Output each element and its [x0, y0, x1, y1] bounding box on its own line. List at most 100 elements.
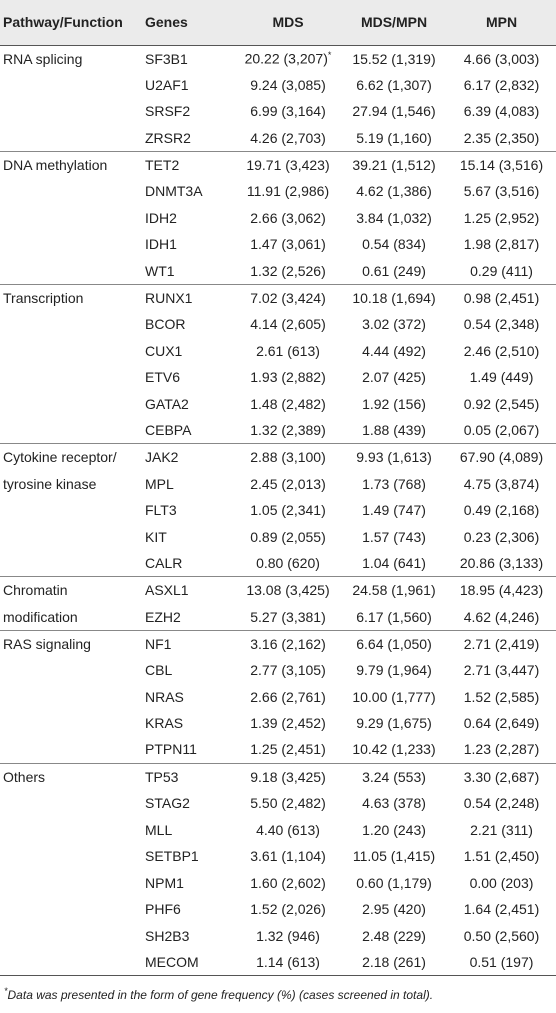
mds-cell: 1.52 (2,026)	[250, 901, 326, 918]
mpn-cell: 1.52 (2,585)	[463, 688, 540, 705]
table-row: Transcription RUNX1 7.02 (3,424) 10.18 (1,6…	[0, 283, 556, 311]
mds-mpn-cell: 3.84 (1,032)	[356, 209, 432, 226]
pathway-cell	[0, 311, 142, 338]
gene-cell: TP53	[142, 762, 235, 790]
table-row: RAS signaling NF1 3.16 (2,162) 6.64 (1,050)…	[0, 629, 556, 657]
mds-mpn-cell: 2.48 (229)	[362, 927, 426, 944]
mpn-cell: 1.49 (449)	[469, 369, 534, 386]
mds-cell: 20.22 (3,207)*	[244, 50, 332, 67]
mpn-cell: 2.71 (2,419)	[447, 629, 556, 657]
pathway-cell	[0, 417, 142, 444]
mds-mpn-cell: 1.88 (439)	[362, 422, 426, 439]
mds-mpn-cell: 3.24 (553)	[341, 762, 447, 790]
pathway-cell: RNA splicing	[3, 50, 83, 67]
mpn-cell: 6.39 (4,083)	[463, 103, 540, 120]
mds-mpn-cell: 6.17 (1,560)	[356, 608, 432, 625]
mds-cell: 1.32 (946)	[256, 927, 320, 944]
header-mds-mpn: MDS/MPN	[341, 0, 447, 46]
pathway-cell	[0, 524, 142, 551]
mds-cell: 2.77 (3,105)	[250, 661, 326, 678]
gene-cell: MLL	[145, 821, 173, 838]
table-row: ETV6 1.93 (2,882) 2.07 (425) 1.49 (449)	[0, 364, 556, 391]
table-row: PHF6 1.52 (2,026) 2.95 (420) 1.64 (2,451)	[0, 896, 556, 923]
footnote-marker: *	[4, 986, 8, 997]
mpn-cell: 0.50 (2,560)	[463, 927, 540, 944]
header-pathway: Pathway/Function	[0, 0, 142, 46]
mds-mpn-cell: 2.95 (420)	[362, 901, 426, 918]
gene-cell: SETBP1	[145, 848, 199, 865]
mds-mpn-cell: 11.05 (1,415)	[352, 848, 436, 865]
table-row: KIT 0.89 (2,055) 1.57 (743) 0.23 (2,306)	[0, 524, 556, 551]
mds-mpn-cell: 10.18 (1,694)	[341, 283, 447, 311]
gene-cell: DNMT3A	[145, 183, 203, 200]
table-row: STAG2 5.50 (2,482) 4.63 (378) 0.54 (2,248)	[0, 790, 556, 817]
pathway-cell	[0, 98, 142, 125]
mds-mpn-cell: 9.29 (1,675)	[356, 715, 432, 732]
mds-mpn-cell: 4.44 (492)	[362, 342, 426, 359]
gene-cell: IDH2	[145, 209, 177, 226]
table-row: tyrosine kinase MPL 2.45 (2,013) 1.73 (768)…	[0, 471, 556, 498]
header-mpn: MPN	[447, 0, 556, 46]
mds-cell: 1.32 (2,526)	[250, 262, 326, 279]
table-row: FLT3 1.05 (2,341) 1.49 (747) 0.49 (2,168)	[0, 497, 556, 524]
mds-cell: 2.88 (3,100)	[235, 443, 341, 471]
mpn-cell: 1.23 (2,287)	[463, 741, 540, 758]
mpn-cell: 1.51 (2,450)	[463, 848, 540, 865]
mds-cell: 0.89 (2,055)	[250, 528, 326, 545]
header-mds: MDS	[235, 0, 341, 46]
mpn-cell: 5.67 (3,516)	[463, 183, 540, 200]
mds-cell: 1.60 (2,602)	[250, 874, 326, 891]
mpn-cell: 2.46 (2,510)	[463, 342, 540, 359]
mds-mpn-cell: 27.94 (1,546)	[352, 103, 436, 120]
mpn-cell: 0.29 (411)	[470, 262, 533, 279]
pathway-cell: Cytokine receptor/	[0, 443, 142, 471]
mds-cell: 19.71 (3,423)	[235, 150, 341, 178]
pathway-cell: RAS signaling	[0, 629, 142, 657]
mds-cell: 2.66 (3,062)	[250, 209, 326, 226]
mpn-cell: 0.98 (2,451)	[447, 283, 556, 311]
table-row: DNA methylation TET2 19.71 (3,423) 39.21 (1…	[0, 150, 556, 178]
pathway-cell	[0, 550, 142, 577]
mds-cell: 5.27 (3,381)	[250, 608, 326, 625]
mds-cell: 6.99 (3,164)	[250, 103, 326, 120]
mds-mpn-cell: 3.02 (372)	[362, 316, 426, 333]
mds-cell: 1.48 (2,482)	[250, 396, 326, 413]
mpn-cell: 0.51 (197)	[447, 949, 556, 977]
pathway-cell: Transcription	[0, 283, 142, 311]
gene-cell: CBL	[145, 661, 173, 678]
mds-cell: 1.93 (2,882)	[250, 369, 326, 386]
mds-cell: 2.61 (613)	[256, 342, 320, 359]
mds-cell: 5.50 (2,482)	[250, 794, 326, 811]
mds-mpn-cell: 15.52 (1,319)	[352, 50, 436, 67]
mutation-frequency-table: Pathway/Function Genes MDS MDS/MPN MPN R…	[0, 0, 556, 977]
mds-cell: 4.40 (613)	[256, 821, 320, 838]
gene-cell: FLT3	[145, 502, 177, 519]
mds-cell: 13.08 (3,425)	[235, 576, 341, 604]
table-row: NRAS 2.66 (2,761) 10.00 (1,777) 1.52 (2,585…	[0, 683, 556, 710]
mpn-cell: 18.95 (4,423)	[447, 576, 556, 604]
table-row: IDH1 1.47 (3,061) 0.54 (834) 1.98 (2,817)	[0, 231, 556, 258]
gene-cell: NF1	[142, 629, 235, 657]
gene-cell: SRSF2	[145, 103, 191, 120]
table-row: CEBPA 1.32 (2,389) 1.88 (439) 0.05 (2,067)	[0, 417, 556, 444]
pathway-cell: modification	[3, 608, 78, 625]
gene-cell: JAK2	[142, 443, 235, 471]
mds-cell: 9.18 (3,425)	[235, 762, 341, 790]
table-row: MECOM 1.14 (613) 2.18 (261) 0.51 (197)	[0, 949, 556, 977]
mds-mpn-cell: 2.18 (261)	[341, 949, 447, 977]
gene-cell: MPL	[145, 475, 174, 492]
mpn-cell: 2.35 (2,350)	[463, 129, 540, 146]
header-genes: Genes	[142, 0, 235, 46]
table-row: IDH2 2.66 (3,062) 3.84 (1,032) 1.25 (2,952)	[0, 205, 556, 232]
mds-mpn-cell: 1.49 (747)	[362, 502, 426, 519]
mpn-cell: 2.71 (3,447)	[463, 661, 540, 678]
table-row: CBL 2.77 (3,105) 9.79 (1,964) 2.71 (3,447)	[0, 657, 556, 684]
mds-cell: 1.05 (2,341)	[250, 502, 326, 519]
mpn-cell: 2.21 (311)	[470, 821, 533, 838]
gene-cell: KIT	[145, 528, 167, 545]
pathway-cell	[0, 125, 142, 152]
gene-cell: NRAS	[145, 688, 184, 705]
mds-mpn-cell: 0.54 (834)	[362, 236, 426, 253]
mds-cell: 2.66 (2,761)	[250, 688, 326, 705]
mds-mpn-cell: 2.07 (425)	[362, 369, 426, 386]
